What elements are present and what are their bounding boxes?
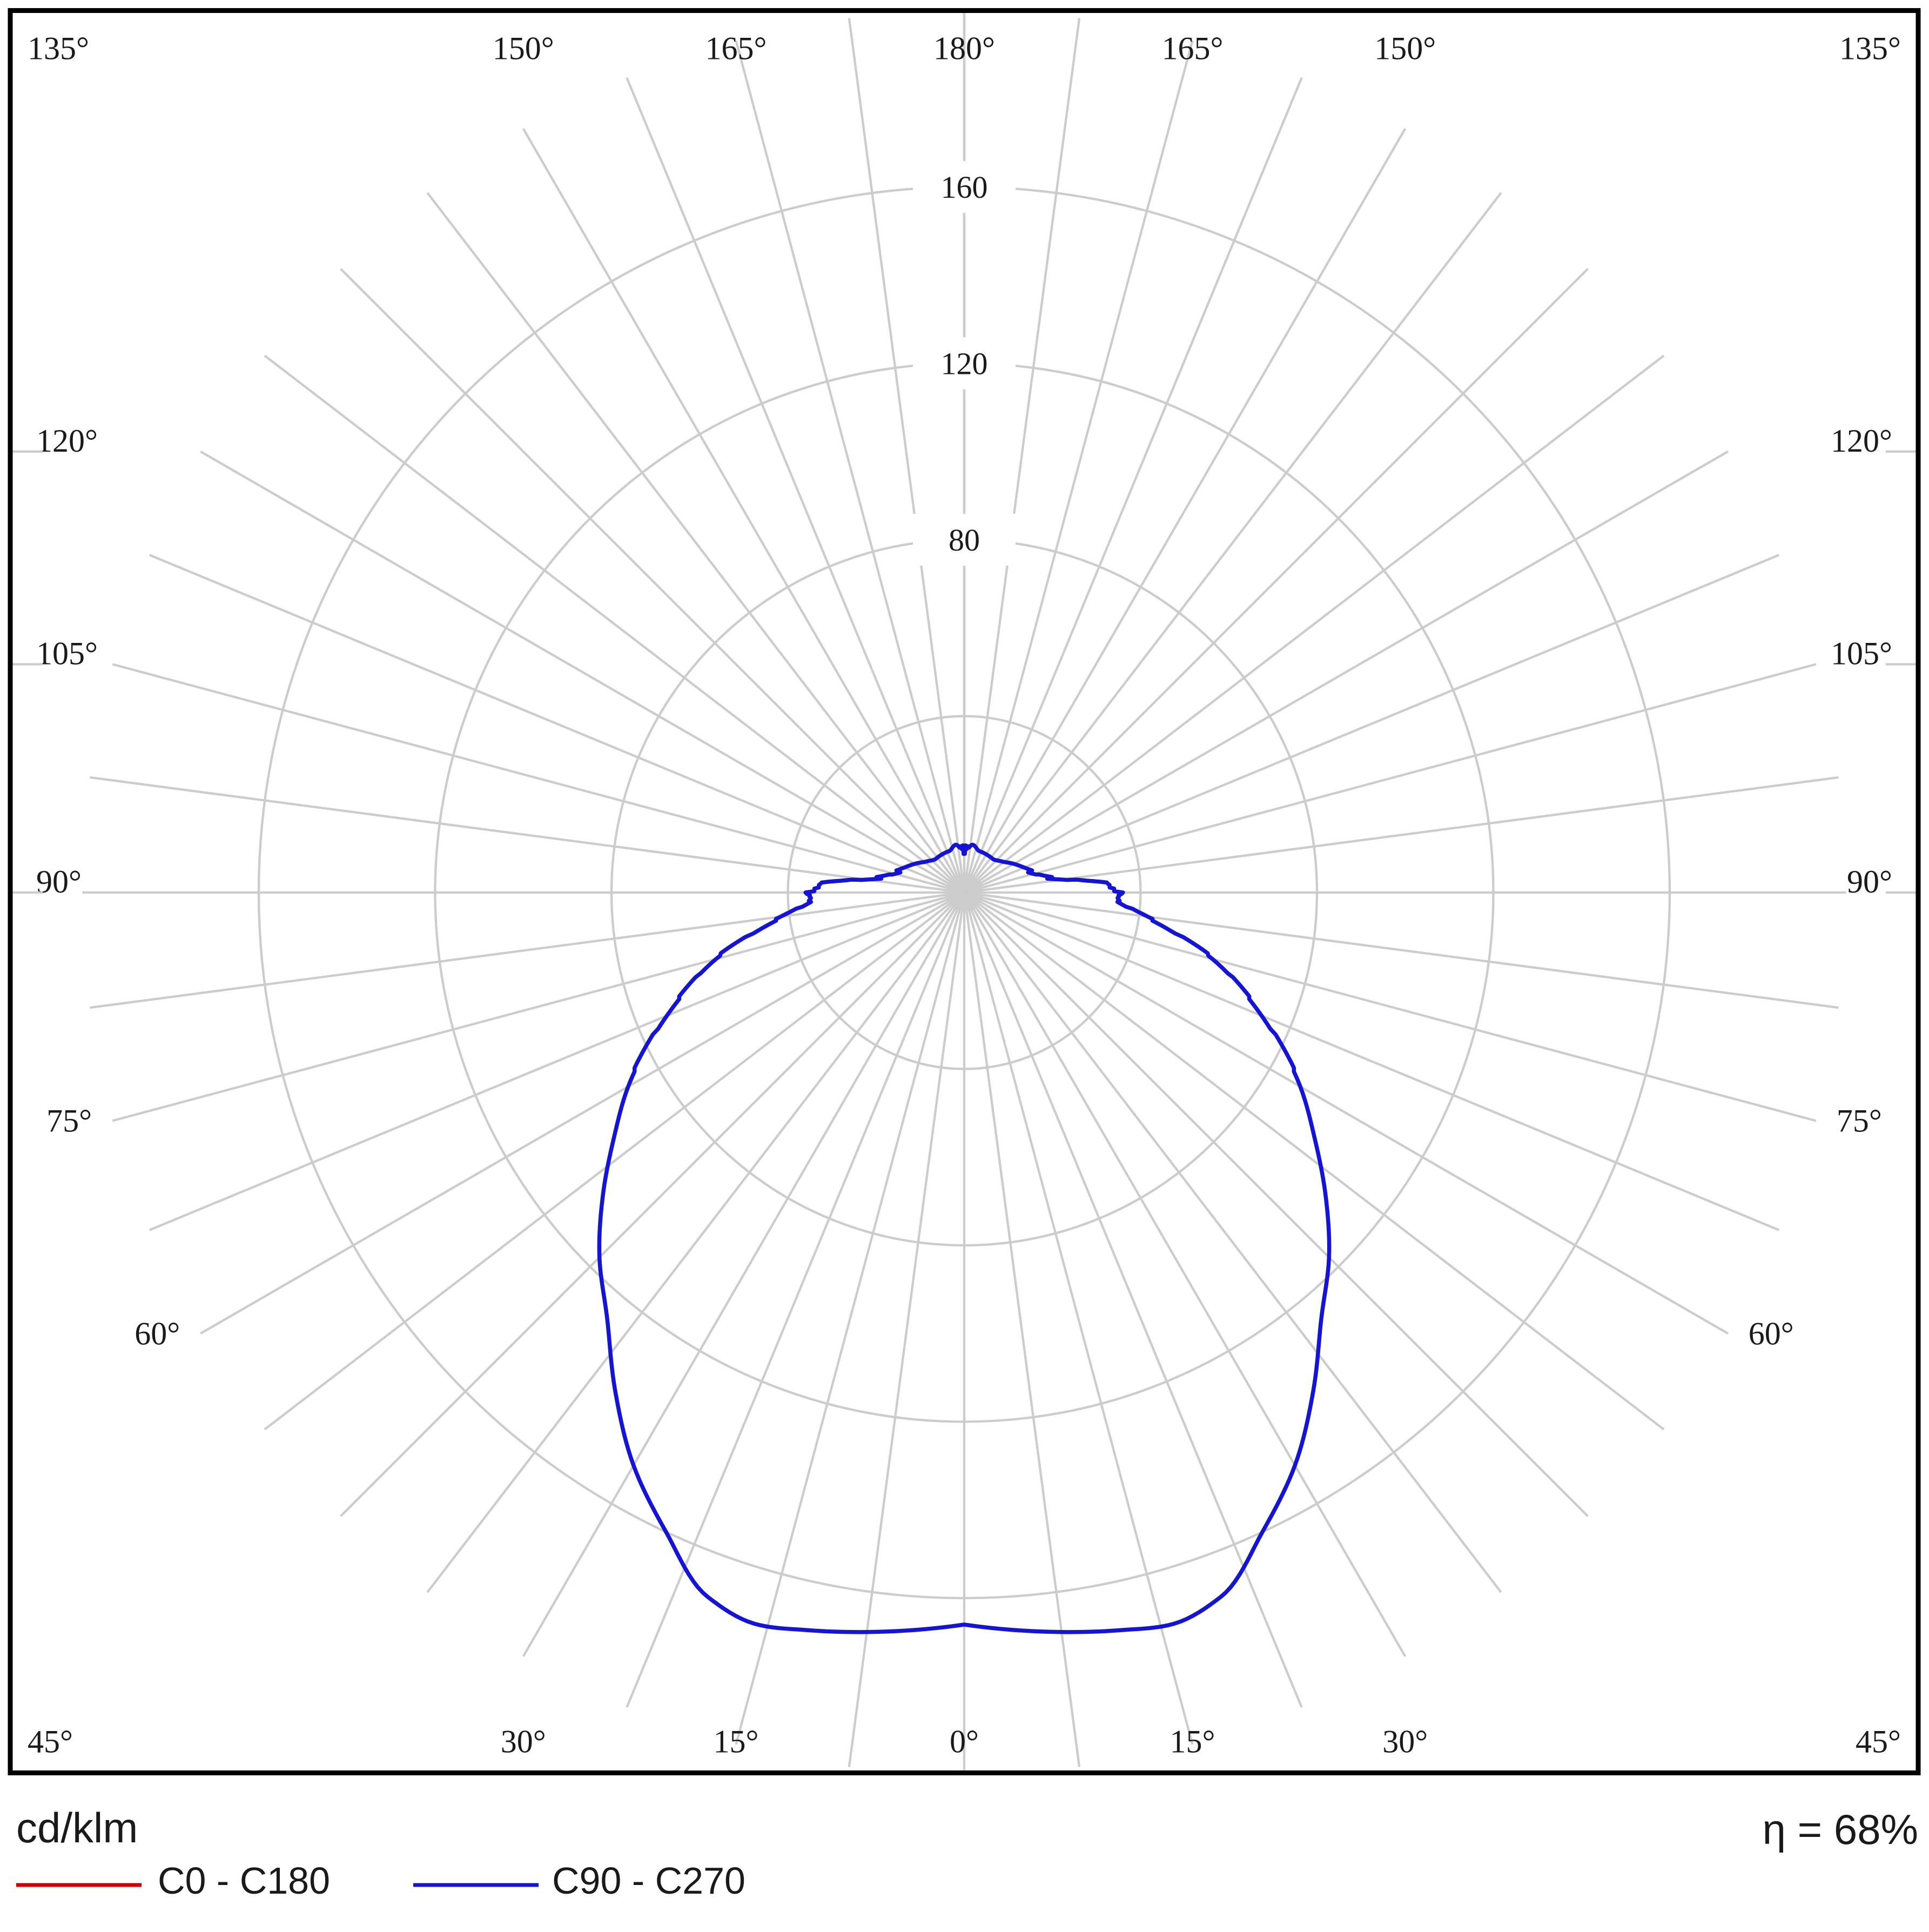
svg-text:60°: 60° bbox=[1749, 1316, 1794, 1351]
svg-text:cd/klm: cd/klm bbox=[16, 1804, 138, 1852]
svg-text:75°: 75° bbox=[46, 1103, 92, 1139]
svg-text:30°: 30° bbox=[1382, 1724, 1428, 1760]
svg-text:0°: 0° bbox=[950, 1724, 979, 1760]
svg-text:15°: 15° bbox=[713, 1724, 758, 1760]
svg-text:C90 - C270: C90 - C270 bbox=[552, 1860, 745, 1902]
svg-text:30°: 30° bbox=[501, 1724, 546, 1760]
svg-text:120: 120 bbox=[941, 346, 988, 381]
svg-text:90°: 90° bbox=[1847, 864, 1892, 900]
svg-text:105°: 105° bbox=[36, 635, 98, 671]
svg-text:90°: 90° bbox=[36, 864, 82, 900]
svg-text:160: 160 bbox=[941, 170, 988, 205]
svg-text:80: 80 bbox=[949, 522, 980, 558]
svg-text:75°: 75° bbox=[1837, 1103, 1882, 1139]
svg-text:120°: 120° bbox=[1831, 423, 1892, 459]
svg-text:135°: 135° bbox=[28, 31, 89, 66]
svg-text:180°: 180° bbox=[933, 31, 995, 66]
svg-text:C0 - C180: C0 - C180 bbox=[158, 1860, 330, 1902]
svg-text:135°: 135° bbox=[1839, 31, 1901, 66]
svg-text:15°: 15° bbox=[1170, 1724, 1215, 1760]
svg-text:45°: 45° bbox=[28, 1724, 73, 1760]
svg-text:105°: 105° bbox=[1831, 635, 1892, 671]
svg-text:165°: 165° bbox=[705, 31, 767, 66]
svg-text:60°: 60° bbox=[135, 1316, 180, 1351]
svg-text:165°: 165° bbox=[1162, 31, 1224, 66]
svg-text:150°: 150° bbox=[493, 31, 554, 66]
svg-text:150°: 150° bbox=[1374, 31, 1436, 66]
svg-text:120°: 120° bbox=[36, 423, 98, 459]
svg-text:45°: 45° bbox=[1856, 1724, 1901, 1760]
svg-text:η = 68%: η = 68% bbox=[1763, 1806, 1918, 1853]
